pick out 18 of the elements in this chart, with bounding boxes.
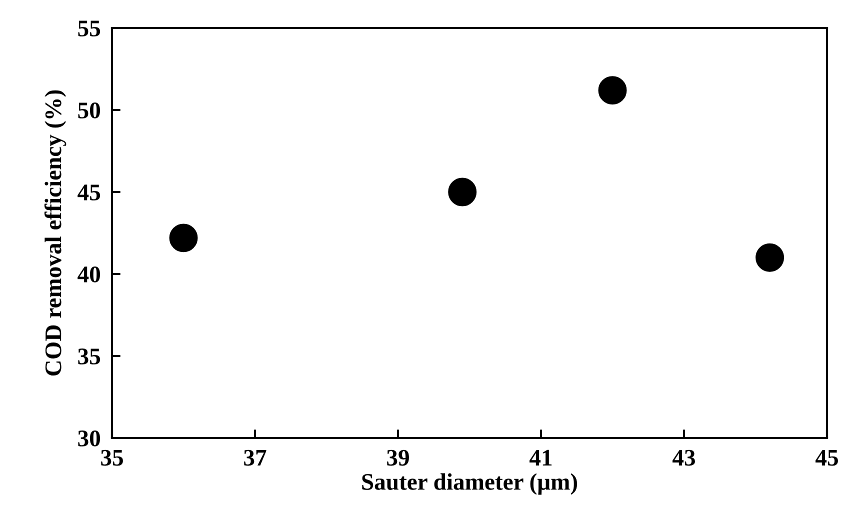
x-tick-label: 39	[387, 450, 409, 466]
x-axis-title: Sauter diameter (μm)	[362, 473, 578, 495]
x-tick-label: 37	[244, 450, 266, 466]
point	[448, 178, 477, 206]
y-tick-label: 45	[78, 184, 100, 200]
x-tick-label: 41	[530, 450, 552, 466]
y-tick-label: 35	[78, 348, 100, 364]
x-tick-label: 35	[101, 450, 123, 466]
point	[756, 243, 784, 272]
y-tick-label: 50	[78, 102, 100, 118]
x-tick-label: 45	[816, 450, 838, 466]
point	[169, 224, 198, 252]
y-tick-label: 30	[78, 430, 100, 446]
y-tick-label: 40	[78, 266, 100, 282]
y-axis-title: COD removal efficiency (%)	[44, 90, 66, 376]
point	[598, 76, 627, 105]
y-tick-label: 55	[78, 20, 100, 36]
x-tick-label: 43	[672, 450, 695, 466]
